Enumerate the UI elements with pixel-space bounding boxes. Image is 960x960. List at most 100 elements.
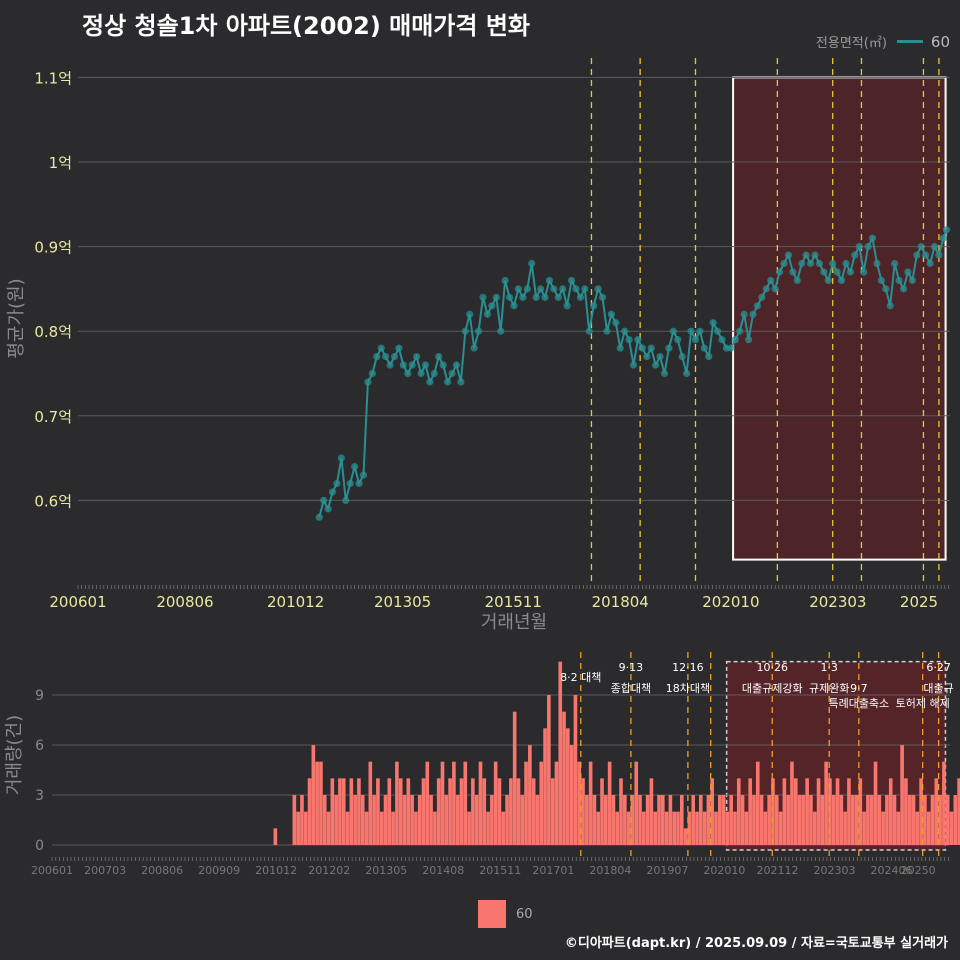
volume-bar — [383, 795, 388, 845]
volume-bar — [357, 778, 361, 845]
volume-bar — [763, 811, 768, 845]
volume-bar — [300, 795, 304, 845]
volume-bar — [778, 811, 783, 845]
volume-bar — [907, 795, 912, 845]
volume-bar — [619, 778, 623, 845]
x-tick-label: 201511 — [485, 593, 542, 611]
volume-bar — [896, 811, 901, 845]
volume-bar — [345, 811, 350, 845]
x-tick-label: 202303 — [809, 593, 866, 611]
volume-bar — [417, 795, 422, 845]
volume-bar — [338, 778, 342, 845]
volume-bar — [509, 778, 513, 845]
volume-bar — [862, 811, 866, 845]
policy-annotation: 18차대책 — [666, 682, 710, 695]
volume-bar — [740, 795, 745, 845]
volume-bar — [569, 745, 574, 845]
volume-bar — [585, 795, 589, 845]
volume-bar — [615, 811, 620, 845]
volume-bar — [649, 778, 654, 845]
x-tick-label: 200806 — [156, 593, 213, 611]
volume-bar — [429, 795, 433, 845]
volume-bar — [717, 795, 722, 845]
volume-x-tick-label: 202303 — [814, 864, 856, 877]
volume-bar — [858, 778, 863, 845]
volume-bar — [379, 811, 384, 845]
volume-bar — [786, 795, 790, 845]
volume-bar — [398, 778, 403, 845]
x-tick-label: 201305 — [374, 593, 431, 611]
legend-line-swatch — [896, 40, 923, 43]
policy-annotation: 대출규 — [923, 682, 953, 695]
y-tick-label: 1.1억 — [34, 69, 72, 87]
volume-bar — [774, 795, 779, 845]
volume-bar — [839, 795, 844, 845]
policy-annotation: 대출규제강화 — [742, 682, 803, 695]
policy-annotation: 9·13 — [619, 661, 644, 674]
volume-bar — [467, 811, 471, 845]
volume-bar — [573, 695, 578, 845]
volume-bar — [672, 811, 677, 845]
x-axis-label: 거래년월 — [481, 612, 547, 633]
volume-x-tick-label: 202406 — [871, 864, 913, 877]
volume-bar — [771, 778, 775, 845]
volume-bar — [444, 795, 449, 845]
volume-bar — [581, 778, 585, 845]
volume-bar — [531, 778, 536, 845]
volume-bar — [942, 761, 946, 845]
volume-bar — [364, 811, 369, 845]
volume-bar — [630, 795, 635, 845]
volume-bar — [847, 778, 851, 845]
volume-x-tick-label: 20250 — [901, 864, 936, 877]
price-point — [315, 513, 323, 521]
volume-bar — [721, 795, 726, 845]
volume-x-tick-label: 201012 — [255, 864, 297, 877]
price-line — [318, 229, 948, 518]
volume-x-tick-label: 201305 — [365, 864, 407, 877]
volume-bar — [645, 795, 650, 845]
volume-bar — [448, 778, 452, 845]
volume-y-tick-label: 6 — [35, 738, 44, 754]
policy-annotation: 종합대책 — [611, 682, 651, 695]
volume-bar — [638, 795, 642, 845]
volume-bar — [577, 761, 582, 845]
volume-bar — [349, 778, 354, 845]
volume-x-tick-label: 200806 — [141, 864, 183, 877]
volume-bar — [368, 761, 373, 845]
policy-annotation: 특례대출축소 — [828, 697, 889, 710]
volume-bar — [307, 778, 312, 845]
volume-bar — [471, 778, 475, 845]
volume-x-minor-ticks — [51, 857, 949, 861]
chart-title: 정상 청솔1차 아파트(2002) 매매가격 변화 — [82, 12, 530, 40]
volume-bar — [539, 761, 544, 845]
volume-bar — [353, 795, 357, 845]
volume-bar — [869, 795, 874, 845]
volume-bar — [877, 795, 882, 845]
volume-x-tick-label: 200909 — [198, 864, 240, 877]
volume-bar — [528, 745, 532, 845]
volume-bar — [535, 795, 540, 845]
legend: 전용면적(㎡) 60 — [816, 32, 950, 52]
volume-bar — [733, 811, 737, 845]
volume-y-tick-label: 9 — [35, 688, 44, 704]
price-point — [942, 226, 951, 234]
volume-bar — [311, 745, 316, 845]
volume-bar — [410, 795, 414, 845]
volume-y-tick-label: 0 — [35, 838, 44, 854]
volume-bar — [885, 795, 889, 845]
volume-bar — [497, 778, 502, 845]
y-tick-label: 0.6억 — [34, 492, 72, 510]
volume-bar — [714, 811, 718, 845]
volume-bar — [322, 795, 327, 845]
volume-bar — [953, 795, 958, 845]
volume-x-tick-label: 202112 — [757, 864, 799, 877]
volume-bar — [273, 828, 278, 845]
volume-bar — [801, 795, 806, 845]
volume-bar — [691, 795, 695, 845]
y-tick-label: 0.7억 — [34, 408, 72, 426]
volume-bar — [900, 745, 904, 845]
volume-bar — [315, 761, 319, 845]
policy-annotation: 9·7 — [850, 682, 868, 695]
volume-bar — [440, 761, 445, 845]
